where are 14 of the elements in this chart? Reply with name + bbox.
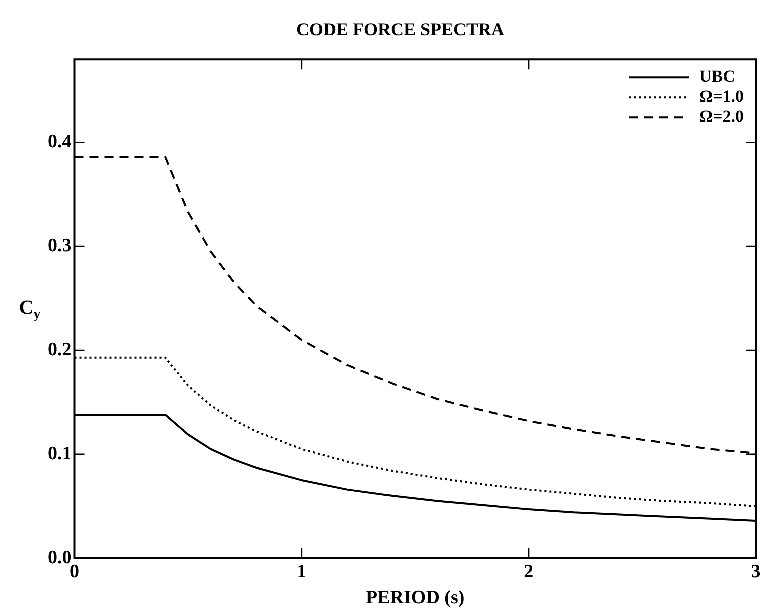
- x-axis-title: PERIOD (s): [366, 588, 465, 609]
- chart-title: CODE FORCE SPECTRA: [296, 19, 505, 40]
- x-tick-label: 0: [70, 562, 80, 583]
- y-tick-label: 0.1: [48, 443, 72, 464]
- y-tick-label: 0.3: [48, 236, 72, 257]
- y-tick-label: 0.2: [48, 339, 72, 360]
- y-tick-label: 0.0: [48, 547, 72, 568]
- legend-label: Ω=2.0: [699, 106, 744, 126]
- legend-label: Ω=1.0: [699, 86, 744, 106]
- x-tick-label: 2: [524, 562, 534, 583]
- y-tick-label: 0.4: [48, 132, 72, 153]
- x-tick-label: 3: [751, 562, 761, 583]
- legend-label: UBC: [699, 66, 736, 86]
- x-tick-label: 1: [297, 562, 307, 583]
